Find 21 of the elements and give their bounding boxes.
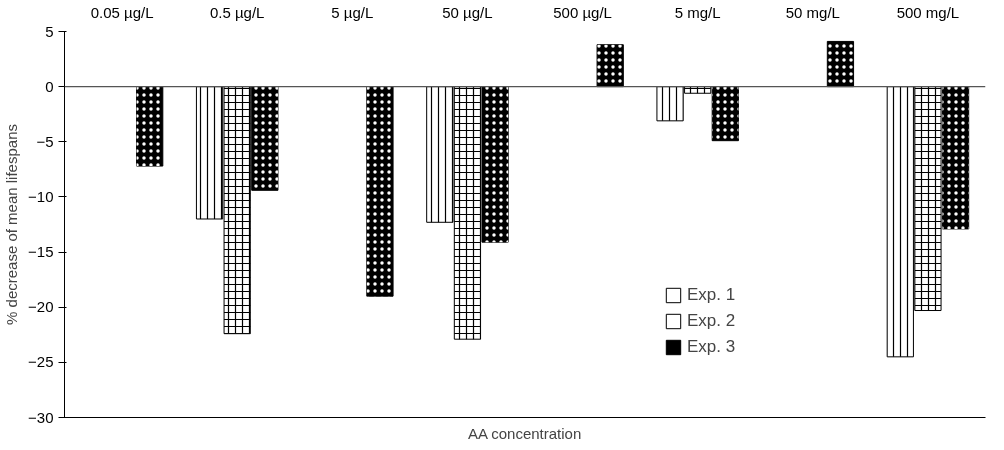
y-tick-label: −15 bbox=[28, 243, 54, 261]
y-tick-label: −10 bbox=[28, 187, 54, 205]
x-tick-label: 0.05 µg/L bbox=[90, 3, 154, 21]
y-tick-label: −25 bbox=[28, 353, 54, 371]
y-tick-label: −30 bbox=[28, 408, 54, 426]
legend-label: Exp. 2 bbox=[687, 311, 736, 331]
x-tick-label: 0.5 µg/L bbox=[209, 3, 265, 21]
legend-label: Exp. 3 bbox=[687, 337, 736, 357]
y-tick-label: 0 bbox=[45, 77, 54, 95]
x-tick-label: 500 mg/L bbox=[896, 3, 960, 21]
x-tick-label: 50 µg/L bbox=[442, 3, 493, 21]
legend-label: Exp. 1 bbox=[687, 285, 736, 305]
y-tick-label: 5 bbox=[45, 22, 54, 40]
y-tick-label: −5 bbox=[36, 132, 54, 150]
x-axis-title: AA concentration bbox=[467, 424, 582, 442]
y-axis-title: % decrease of mean lifespans bbox=[3, 124, 21, 325]
y-tick-label: −20 bbox=[28, 298, 54, 316]
x-tick-label: 500 µg/L bbox=[553, 3, 612, 21]
x-tick-label: 5 µg/L bbox=[331, 3, 374, 21]
x-tick-label: 50 mg/L bbox=[785, 3, 840, 21]
x-tick-label: 5 mg/L bbox=[674, 3, 721, 21]
